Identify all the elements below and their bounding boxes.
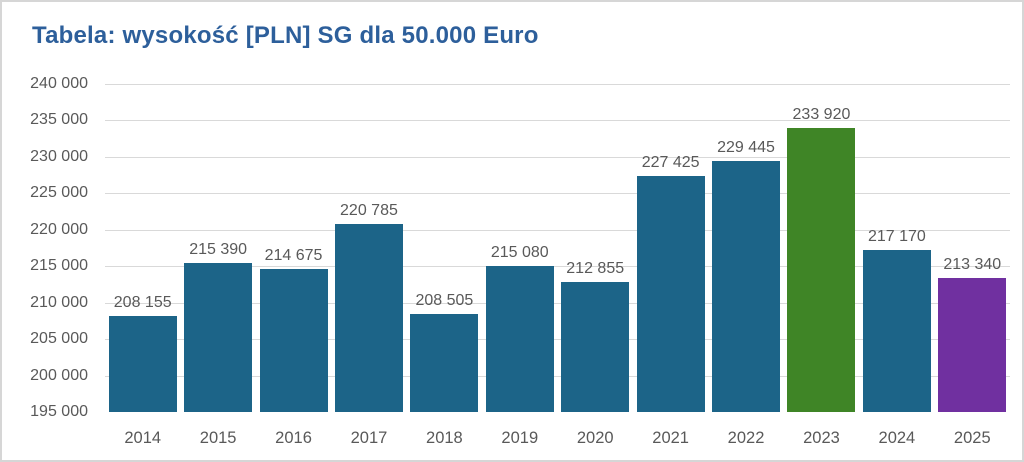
bar-2018 bbox=[410, 314, 478, 412]
x-tick-label-2019: 2019 bbox=[501, 429, 539, 447]
gridline bbox=[105, 266, 1010, 267]
bar-value-label-2021: 227 425 bbox=[641, 154, 700, 171]
y-tick-label: 235 000 bbox=[30, 111, 88, 128]
x-tick-label-2024: 2024 bbox=[878, 429, 916, 447]
x-tick-label-2023: 2023 bbox=[803, 429, 840, 447]
x-axis: 2014 2015 2016 2017 2018 2019 2020 2021 2022 2023… bbox=[105, 412, 1010, 452]
gridline bbox=[105, 376, 1010, 377]
bar-2022 bbox=[712, 161, 780, 412]
bar-value-label-2015: 215 390 bbox=[189, 241, 248, 258]
x-tick-label-2014: 2014 bbox=[124, 429, 162, 447]
bar-2020 bbox=[561, 282, 629, 412]
x-tick-label-2022: 2022 bbox=[727, 429, 765, 447]
x-tick-label-2015: 2015 bbox=[199, 429, 237, 447]
bar-value-label-2019: 215 080 bbox=[490, 244, 549, 261]
y-tick-label: 220 000 bbox=[30, 221, 88, 238]
y-axis: 240 000 235 000 230 000 225 000 220 000 215 0… bbox=[2, 75, 88, 420]
y-tick-label: 215 000 bbox=[30, 257, 88, 274]
gridline bbox=[105, 230, 1010, 231]
y-tick-label: 230 000 bbox=[30, 148, 88, 165]
bar-value-label-2017: 220 785 bbox=[340, 202, 398, 219]
x-tick-label-2021: 2021 bbox=[652, 429, 689, 447]
bar-2017 bbox=[335, 224, 403, 412]
bar-2019 bbox=[486, 266, 554, 412]
chart-title: Tabela: wysokość [PLN] SG dla 50.000 Eur… bbox=[32, 22, 539, 49]
plot-area: 208 155 215 390 214 675 220 785 208 505 215 0… bbox=[105, 84, 1010, 412]
bar-2014 bbox=[109, 316, 177, 412]
gridline bbox=[105, 157, 1010, 158]
bar-value-label-2016: 214 675 bbox=[264, 247, 323, 264]
bar-value-label-2014: 208 155 bbox=[113, 294, 172, 311]
bar-value-label-2018: 208 505 bbox=[415, 292, 474, 309]
x-tick-label-2017: 2017 bbox=[350, 429, 388, 447]
y-tick-label: 200 000 bbox=[30, 367, 88, 384]
gridline bbox=[105, 339, 1010, 340]
bar-2021 bbox=[637, 176, 705, 412]
bar-2023 bbox=[787, 128, 855, 412]
bar-value-label-2023: 233 920 bbox=[792, 106, 851, 123]
bar-2016 bbox=[260, 269, 328, 412]
gridline bbox=[105, 193, 1010, 194]
gridline bbox=[105, 303, 1010, 304]
y-tick-label: 225 000 bbox=[30, 184, 88, 201]
y-tick-label: 240 000 bbox=[30, 75, 88, 92]
x-tick-label-2016: 2016 bbox=[275, 429, 312, 447]
y-tick-label: 195 000 bbox=[30, 403, 88, 420]
bar-2025 bbox=[938, 278, 1006, 412]
bar-value-label-2025: 213 340 bbox=[943, 256, 1002, 273]
x-tick-label-2025: 2025 bbox=[953, 429, 991, 447]
bar-value-label-2020: 212 855 bbox=[566, 260, 625, 277]
y-tick-label: 205 000 bbox=[30, 330, 88, 347]
bar-value-label-2022: 229 445 bbox=[717, 139, 775, 156]
bar-value-label-2024: 217 170 bbox=[867, 228, 926, 245]
x-tick-label-2018: 2018 bbox=[426, 429, 463, 447]
bar-2015 bbox=[184, 263, 252, 412]
gridline bbox=[105, 120, 1010, 121]
gridline bbox=[105, 84, 1010, 85]
bar-2024 bbox=[863, 250, 931, 412]
y-tick-label: 210 000 bbox=[30, 294, 88, 311]
x-tick-label-2020: 2020 bbox=[576, 429, 614, 447]
